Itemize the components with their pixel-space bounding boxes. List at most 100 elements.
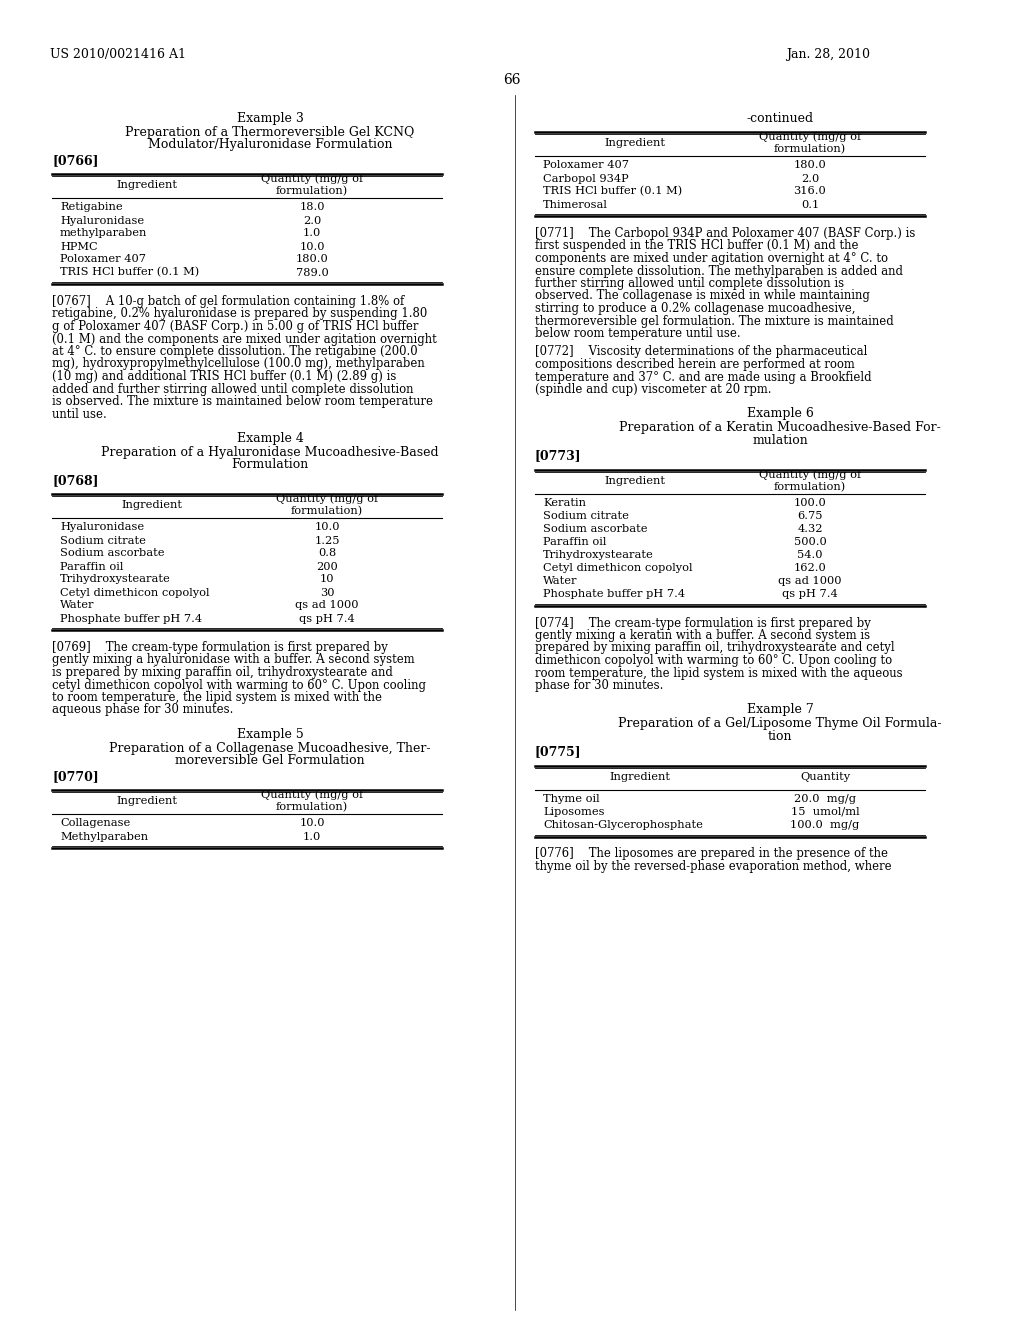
Text: temperature and 37° C. and are made using a Brookfield: temperature and 37° C. and are made usin… (535, 371, 871, 384)
Text: Preparation of a Hyaluronidase Mucoadhesive-Based: Preparation of a Hyaluronidase Mucoadhes… (101, 446, 439, 459)
Text: Preparation of a Thermoreversible Gel KCNQ: Preparation of a Thermoreversible Gel KC… (125, 125, 415, 139)
Text: Example 4: Example 4 (237, 432, 303, 445)
Text: Poloxamer 407: Poloxamer 407 (543, 161, 629, 170)
Text: qs pH 7.4: qs pH 7.4 (782, 589, 838, 599)
Text: 1.0: 1.0 (303, 228, 322, 239)
Text: [0766]: [0766] (52, 154, 98, 168)
Text: 1.0: 1.0 (303, 832, 322, 842)
Text: mulation: mulation (752, 433, 808, 446)
Text: tion: tion (768, 730, 793, 742)
Text: Preparation of a Keratin Mucoadhesive-Based For-: Preparation of a Keratin Mucoadhesive-Ba… (620, 421, 941, 434)
Text: Hyaluronidase: Hyaluronidase (60, 215, 144, 226)
Text: [0773]: [0773] (535, 450, 582, 462)
Text: [0772]    Viscosity determinations of the pharmaceutical: [0772] Viscosity determinations of the p… (535, 346, 867, 359)
Text: at 4° C. to ensure complete dissolution. The retigabine (200.0: at 4° C. to ensure complete dissolution.… (52, 345, 418, 358)
Text: components are mixed under agitation overnight at 4° C. to: components are mixed under agitation ove… (535, 252, 888, 265)
Text: Quantity: Quantity (800, 771, 850, 781)
Text: dimethicon copolyol with warming to 60° C. Upon cooling to: dimethicon copolyol with warming to 60° … (535, 653, 892, 667)
Text: US 2010/0021416 A1: US 2010/0021416 A1 (50, 48, 186, 61)
Text: thermoreversible gel formulation. The mixture is maintained: thermoreversible gel formulation. The mi… (535, 314, 894, 327)
Text: Hyaluronidase: Hyaluronidase (60, 523, 144, 532)
Text: Thyme oil: Thyme oil (543, 795, 600, 804)
Text: Water: Water (60, 601, 94, 610)
Text: 4.32: 4.32 (798, 524, 822, 535)
Text: [0768]: [0768] (52, 474, 98, 487)
Text: aqueous phase for 30 minutes.: aqueous phase for 30 minutes. (52, 704, 233, 717)
Text: 162.0: 162.0 (794, 564, 826, 573)
Text: 18.0: 18.0 (299, 202, 325, 213)
Text: Sodium citrate: Sodium citrate (60, 536, 145, 545)
Text: thyme oil by the reversed-phase evaporation method, where: thyme oil by the reversed-phase evaporat… (535, 861, 892, 873)
Text: Preparation of a Gel/Liposome Thyme Oil Formula-: Preparation of a Gel/Liposome Thyme Oil … (618, 718, 942, 730)
Text: 66: 66 (503, 73, 521, 87)
Text: Quantity (mg/g of
formulation): Quantity (mg/g of formulation) (261, 789, 364, 812)
Text: [0775]: [0775] (535, 746, 582, 759)
Text: Chitosan-Glycerophosphate: Chitosan-Glycerophosphate (543, 820, 702, 830)
Text: 15  umol/ml: 15 umol/ml (791, 807, 859, 817)
Text: Ingredient: Ingredient (604, 475, 666, 486)
Text: 100.0: 100.0 (794, 498, 826, 508)
Text: HPMC: HPMC (60, 242, 97, 252)
Text: Trihydroxystearate: Trihydroxystearate (543, 550, 653, 560)
Text: 30: 30 (319, 587, 334, 598)
Text: methylparaben: methylparaben (60, 228, 147, 239)
Text: Quantity (mg/g of
formulation): Quantity (mg/g of formulation) (275, 494, 378, 516)
Text: Modulator/Hyaluronidase Formulation: Modulator/Hyaluronidase Formulation (147, 139, 392, 150)
Text: first suspended in the TRIS HCl buffer (0.1 M) and the: first suspended in the TRIS HCl buffer (… (535, 239, 858, 252)
Text: Keratin: Keratin (543, 498, 586, 508)
Text: Carbopol 934P: Carbopol 934P (543, 173, 629, 183)
Text: observed. The collagenase is mixed in while maintaining: observed. The collagenase is mixed in wh… (535, 289, 869, 302)
Text: Ingredient: Ingredient (604, 139, 666, 148)
Text: -continued: -continued (746, 112, 813, 125)
Text: is prepared by mixing paraffin oil, trihydroxystearate and: is prepared by mixing paraffin oil, trih… (52, 667, 393, 678)
Text: Formulation: Formulation (231, 458, 308, 471)
Text: 20.0  mg/g: 20.0 mg/g (794, 795, 856, 804)
Text: Paraffin oil: Paraffin oil (60, 561, 123, 572)
Text: phase for 30 minutes.: phase for 30 minutes. (535, 678, 664, 692)
Text: Sodium ascorbate: Sodium ascorbate (543, 524, 647, 535)
Text: qs pH 7.4: qs pH 7.4 (299, 614, 355, 623)
Text: 2.0: 2.0 (801, 173, 819, 183)
Text: retigabine, 0.2% hyaluronidase is prepared by suspending 1.80: retigabine, 0.2% hyaluronidase is prepar… (52, 308, 427, 321)
Text: 6.75: 6.75 (798, 511, 822, 521)
Text: until use.: until use. (52, 408, 106, 421)
Text: Phosphate buffer pH 7.4: Phosphate buffer pH 7.4 (543, 589, 685, 599)
Text: Example 7: Example 7 (746, 704, 813, 717)
Text: added and further stirring allowed until complete dissolution: added and further stirring allowed until… (52, 383, 414, 396)
Text: Ingredient: Ingredient (122, 500, 182, 510)
Text: is observed. The mixture is maintained below room temperature: is observed. The mixture is maintained b… (52, 395, 433, 408)
Text: below room temperature until use.: below room temperature until use. (535, 327, 740, 341)
Text: Poloxamer 407: Poloxamer 407 (60, 255, 146, 264)
Text: gently mixing a hyaluronidase with a buffer. A second system: gently mixing a hyaluronidase with a buf… (52, 653, 415, 667)
Text: to room temperature, the lipid system is mixed with the: to room temperature, the lipid system is… (52, 690, 382, 704)
Text: ensure complete dissolution. The methylparaben is added and: ensure complete dissolution. The methylp… (535, 264, 903, 277)
Text: Sodium citrate: Sodium citrate (543, 511, 629, 521)
Text: [0776]    The liposomes are prepared in the presence of the: [0776] The liposomes are prepared in the… (535, 847, 888, 861)
Text: 2.0: 2.0 (303, 215, 322, 226)
Text: Cetyl dimethicon copolyol: Cetyl dimethicon copolyol (543, 564, 692, 573)
Text: (0.1 M) and the components are mixed under agitation overnight: (0.1 M) and the components are mixed und… (52, 333, 437, 346)
Text: Example 3: Example 3 (237, 112, 303, 125)
Text: qs ad 1000: qs ad 1000 (778, 576, 842, 586)
Text: 100.0  mg/g: 100.0 mg/g (791, 820, 859, 830)
Text: (10 mg) and additional TRIS HCl buffer (0.1 M) (2.89 g) is: (10 mg) and additional TRIS HCl buffer (… (52, 370, 396, 383)
Text: [0774]    The cream-type formulation is first prepared by: [0774] The cream-type formulation is fir… (535, 616, 870, 630)
Text: Ingredient: Ingredient (609, 771, 671, 781)
Text: [0771]    The Carbopol 934P and Poloxamer 407 (BASF Corp.) is: [0771] The Carbopol 934P and Poloxamer 4… (535, 227, 915, 240)
Text: 316.0: 316.0 (794, 186, 826, 197)
Text: Paraffin oil: Paraffin oil (543, 537, 606, 546)
Text: further stirring allowed until complete dissolution is: further stirring allowed until complete … (535, 277, 844, 290)
Text: Jan. 28, 2010: Jan. 28, 2010 (786, 48, 870, 61)
Text: [0770]: [0770] (52, 770, 98, 783)
Text: 1.25: 1.25 (314, 536, 340, 545)
Text: Phosphate buffer pH 7.4: Phosphate buffer pH 7.4 (60, 614, 202, 623)
Text: Trihydroxystearate: Trihydroxystearate (60, 574, 171, 585)
Text: gently mixing a keratin with a buffer. A second system is: gently mixing a keratin with a buffer. A… (535, 630, 870, 642)
Text: stirring to produce a 0.2% collagenase mucoadhesive,: stirring to produce a 0.2% collagenase m… (535, 302, 855, 315)
Text: Example 6: Example 6 (746, 408, 813, 421)
Text: Ingredient: Ingredient (117, 180, 177, 190)
Text: 200: 200 (316, 561, 338, 572)
Text: Ingredient: Ingredient (117, 796, 177, 807)
Text: 10.0: 10.0 (299, 242, 325, 252)
Text: TRIS HCl buffer (0.1 M): TRIS HCl buffer (0.1 M) (60, 268, 200, 277)
